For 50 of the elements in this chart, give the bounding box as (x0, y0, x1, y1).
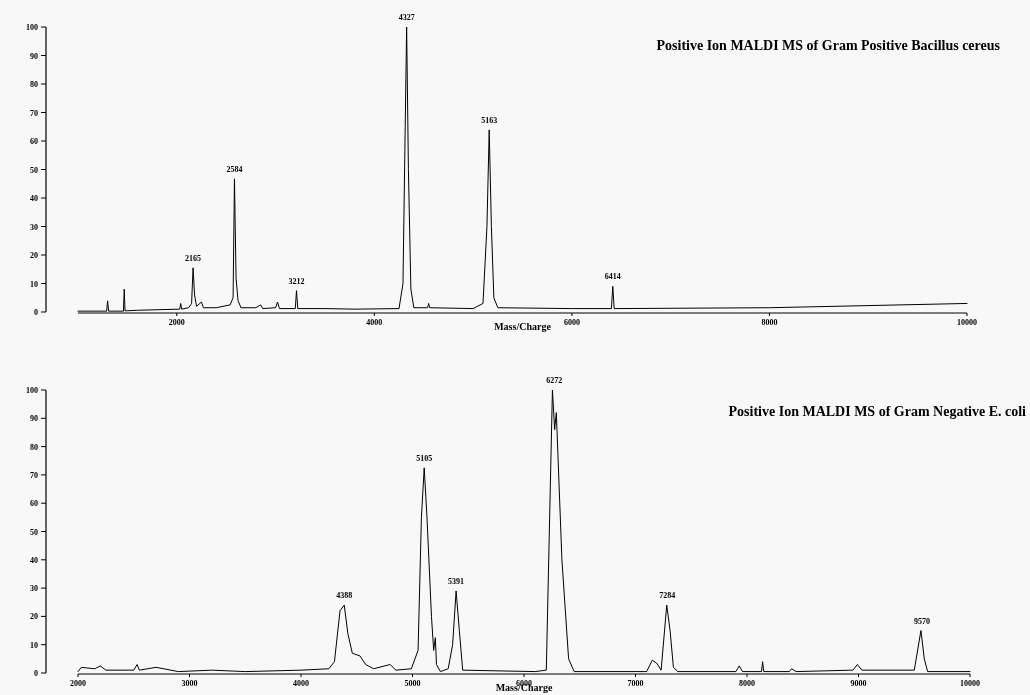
x-tick-label: 2000 (168, 318, 185, 327)
x-tick-label: 8000 (739, 679, 755, 688)
y-tick-label: 60 (30, 137, 38, 146)
y-tick-label: 90 (30, 51, 38, 61)
text: Positive Ion MALDI MS of Gram Negative E. coli (728, 404, 1027, 419)
y-tick-label: 20 (30, 251, 38, 260)
y-tick-label: 80 (30, 80, 38, 89)
y-tick-label: 20 (30, 612, 38, 622)
x-tick-label: 9000 (850, 679, 867, 688)
annotation: 3212 (288, 276, 305, 286)
y-tick-label: 70 (30, 108, 38, 118)
annotation: 5163 (481, 115, 498, 125)
x-tick-label: 10000 (960, 679, 980, 688)
annotation: 2165 (185, 253, 202, 263)
annotation: 6272 (546, 376, 563, 385)
annotation: 4388 (336, 591, 353, 601)
x-axis-title: Mass/Charge (494, 321, 552, 332)
y-tick-label: 100 (26, 386, 38, 395)
y-tick-label: 30 (30, 584, 38, 594)
annotation: 5391 (448, 576, 465, 586)
y-tick-label: 80 (30, 442, 38, 452)
annotation: 7284 (659, 591, 676, 601)
y-tick-label: 0 (34, 308, 38, 317)
text: Positive Ion MALDI MS of Gram Positive Bacillus cereus (656, 38, 1001, 53)
y-tick-label: 70 (30, 470, 38, 480)
y-tick-label: 30 (30, 222, 38, 232)
annotation: 6414 (604, 272, 621, 282)
y-tick-label: 60 (30, 499, 38, 509)
y-tick-label: 10 (30, 279, 38, 289)
y-tick-label: 10 (30, 640, 38, 650)
annotation: 5105 (416, 453, 433, 463)
y-tick-label: 0 (34, 669, 38, 678)
x-tick-label: 10000 (957, 318, 977, 327)
x-tick-label: 4000 (293, 679, 309, 688)
x-tick-label: 7000 (627, 679, 644, 688)
y-tick-label: 40 (30, 555, 38, 565)
y-tick-label: 50 (30, 527, 38, 537)
x-tick-label: 4000 (366, 318, 383, 327)
x-tick-label: 2000 (70, 679, 86, 688)
x-tick-label: 8000 (761, 318, 778, 327)
y-tick-label: 40 (30, 194, 38, 203)
y-tick-label: 100 (26, 23, 38, 32)
x-tick-label: 6000 (563, 318, 580, 327)
y-tick-label: 50 (30, 165, 38, 175)
annotation: 2584 (226, 164, 243, 174)
x-tick-label: 3000 (181, 679, 198, 688)
annotation: 9570 (914, 616, 931, 626)
y-tick-label: 90 (30, 414, 38, 424)
annotation: 4327 (398, 13, 415, 22)
x-tick-label: 5000 (404, 679, 421, 688)
